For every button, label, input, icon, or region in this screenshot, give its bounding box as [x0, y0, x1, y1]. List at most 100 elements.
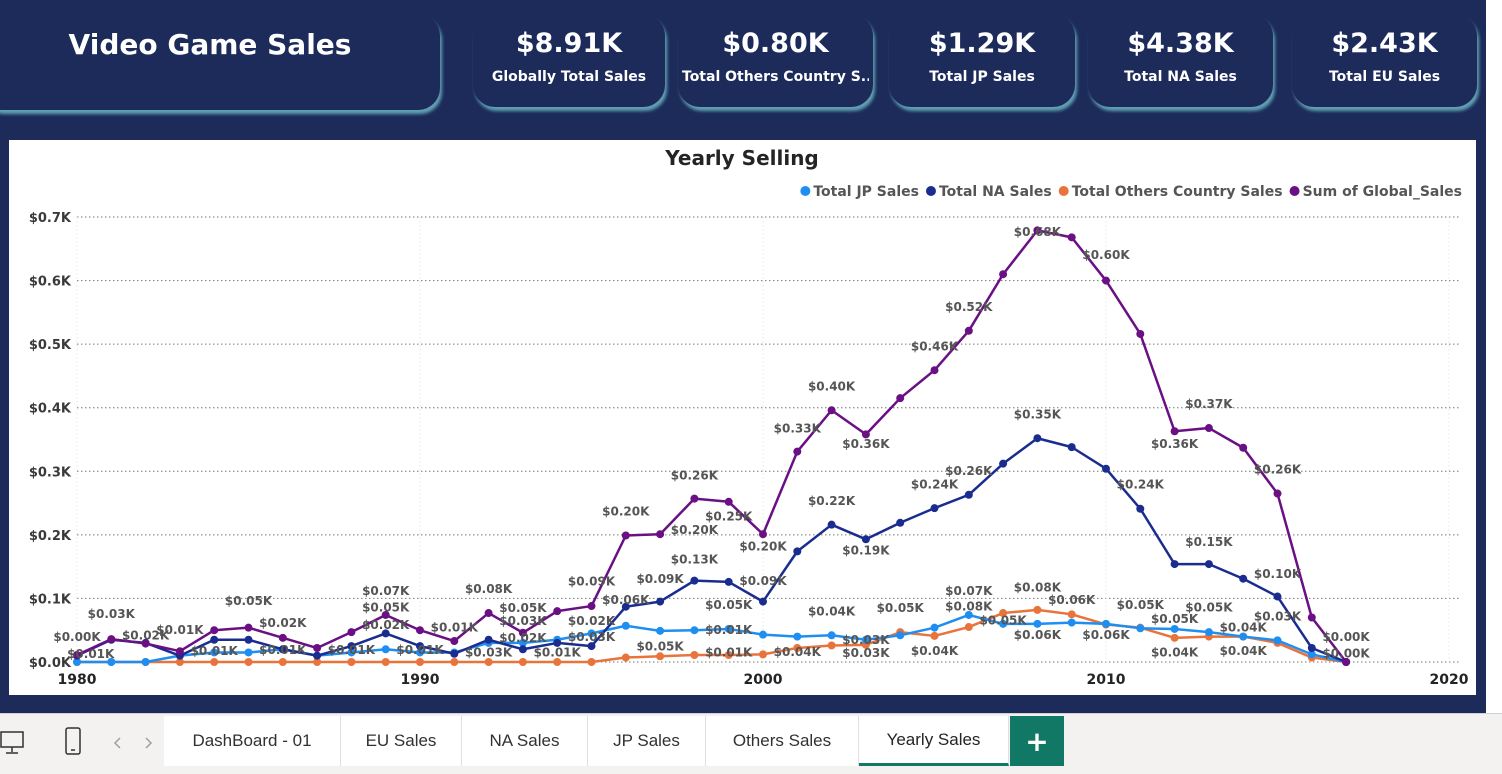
data-point-na — [484, 635, 493, 644]
data-label: $0.00K — [53, 630, 101, 644]
legend: Sum of Global_Sales Total Others Country … — [800, 184, 1462, 200]
data-point-global — [724, 497, 733, 506]
data-label: $0.05K — [225, 594, 273, 608]
data-point-others — [1033, 605, 1042, 614]
data-point-na — [690, 576, 699, 585]
data-label: $0.09K — [739, 574, 787, 588]
add-page-button[interactable]: + — [1010, 716, 1064, 766]
data-label: $0.24K — [911, 477, 959, 491]
data-label: $0.01K — [156, 623, 204, 637]
yearly-selling-chart-panel[interactable]: Yearly Selling $0.0K $0.1K $0.2K $0.3K $0.4K $… — [9, 140, 1476, 695]
data-point-global — [1204, 424, 1213, 433]
data-point-others — [1067, 610, 1076, 619]
data-point-global — [896, 394, 905, 403]
data-point-global — [1102, 276, 1110, 285]
data-label: $0.09K — [568, 575, 616, 589]
data-label: $0.05K — [1185, 601, 1233, 615]
data-label: $0.01K — [431, 620, 479, 634]
data-point-global — [690, 494, 699, 503]
data-point-others — [416, 658, 424, 666]
data-label: $0.25K — [705, 510, 753, 524]
data-point-global — [827, 406, 836, 415]
y-tick-label: $0.5K — [29, 338, 72, 353]
tab-others-sales[interactable]: Others Sales — [706, 716, 859, 766]
data-point-jp — [244, 648, 253, 657]
data-point-others — [484, 658, 493, 666]
data-point-global — [1136, 329, 1145, 338]
data-label: $0.01K — [705, 623, 753, 637]
data-label: $0.01K — [259, 643, 307, 657]
chevron-left-icon[interactable] — [112, 736, 124, 750]
data-point-jp — [1204, 628, 1213, 637]
data-label: $0.05K — [979, 613, 1027, 627]
data-point-na — [587, 642, 596, 651]
data-point-jp — [896, 631, 905, 640]
kpi-card-eu[interactable]: $2.43K Total EU Sales — [1292, 14, 1477, 107]
data-point-na — [244, 635, 253, 644]
data-label: $0.07K — [945, 584, 993, 598]
chevron-right-icon[interactable] — [142, 736, 154, 750]
data-point-na — [1136, 504, 1145, 513]
data-point-others — [999, 609, 1008, 618]
desktop-layout-icon[interactable] — [0, 722, 30, 762]
data-point-na — [381, 629, 390, 638]
page-tab-bar: DashBoard - 01 EU Sales NA Sales JP Sale… — [0, 713, 1502, 774]
data-label: $0.04K — [774, 645, 822, 659]
data-point-na — [724, 577, 733, 586]
data-point-global — [759, 530, 767, 539]
kpi-value: $4.38K — [1127, 28, 1234, 59]
data-label: $0.09K — [636, 572, 684, 586]
data-point-na — [1307, 644, 1316, 653]
tab-dashboard-01[interactable]: DashBoard - 01 — [164, 716, 341, 766]
data-point-jp — [1067, 618, 1076, 627]
data-point-na — [621, 602, 630, 611]
data-point-global — [175, 647, 184, 656]
kpi-label: Total Others Country S... — [682, 69, 869, 85]
data-label: $0.03K — [1254, 609, 1302, 623]
data-point-others — [964, 623, 973, 632]
kpi-card-global[interactable]: $8.91K Globally Total Sales — [473, 14, 665, 107]
tab-jp-sales[interactable]: JP Sales — [588, 716, 706, 766]
kpi-card-others[interactable]: $0.80K Total Others Country S... — [678, 14, 873, 107]
data-label: $0.36K — [842, 437, 890, 451]
data-label: $0.37K — [1185, 397, 1233, 411]
mobile-layout-icon[interactable] — [62, 722, 86, 762]
data-point-jp — [724, 624, 733, 633]
data-point-jp — [141, 658, 150, 666]
data-point-global — [587, 602, 596, 611]
data-point-na — [999, 459, 1008, 468]
legend-marker — [925, 186, 936, 196]
data-label: $0.13K — [671, 552, 719, 566]
data-label: $0.01K — [67, 647, 115, 661]
data-point-global — [73, 651, 81, 660]
data-label: $0.20K — [739, 540, 787, 554]
data-label: $0.01K — [534, 645, 582, 659]
data-point-jp — [1239, 632, 1248, 641]
data-label: $0.00K — [1322, 630, 1370, 644]
data-point-global — [244, 623, 253, 632]
title-card: Video Game Sales — [0, 14, 440, 110]
data-point-na — [518, 645, 527, 654]
data-label: $0.26K — [945, 464, 993, 478]
data-point-jp — [861, 635, 870, 644]
line-chart: Yearly Selling $0.0K $0.1K $0.2K $0.3K $0.4K $… — [29, 146, 1469, 688]
data-label: $0.04K — [1220, 644, 1268, 658]
kpi-card-na[interactable]: $4.38K Total NA Sales — [1088, 14, 1273, 107]
data-point-global — [999, 270, 1008, 279]
tab-yearly-sales[interactable]: Yearly Sales — [859, 716, 1009, 766]
data-label: $0.03K — [842, 646, 890, 660]
data-point-global — [450, 637, 459, 646]
data-point-jp — [381, 645, 390, 654]
tab-na-sales[interactable]: NA Sales — [462, 716, 588, 766]
data-label: $0.04K — [911, 644, 959, 658]
data-point-jp — [999, 619, 1008, 628]
data-point-jp — [1102, 619, 1110, 628]
legend-label: Sum of Global_Sales — [1303, 184, 1462, 200]
tab-eu-sales[interactable]: EU Sales — [341, 716, 462, 766]
y-tick-label: $0.1K — [29, 592, 72, 607]
data-label: $0.03K — [88, 607, 136, 621]
data-label: $0.24K — [1117, 477, 1165, 491]
kpi-card-jp[interactable]: $1.29K Total JP Sales — [889, 14, 1075, 107]
data-point-jp — [1033, 619, 1042, 628]
